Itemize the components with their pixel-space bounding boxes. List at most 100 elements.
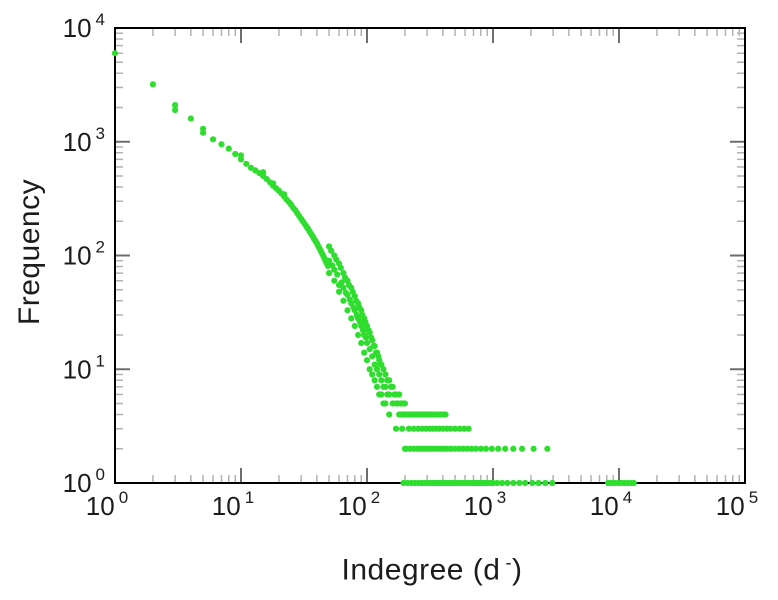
y-tick-label: 10 2 (63, 238, 105, 271)
data-point (451, 425, 459, 432)
data-point (542, 479, 549, 487)
data-point (340, 297, 347, 304)
x-tick-label: 10 1 (212, 488, 254, 521)
data-point (456, 425, 463, 432)
data-point (225, 145, 232, 152)
x-tick-label: 10 4 (590, 488, 632, 521)
data-point (544, 445, 551, 452)
data-point (351, 322, 358, 330)
data-point (378, 361, 385, 368)
data-point (530, 445, 537, 452)
data-point (172, 106, 179, 114)
data-point (328, 247, 335, 254)
data-point (340, 284, 347, 291)
data-point (477, 445, 484, 452)
data-point (401, 400, 409, 407)
data-point (382, 400, 389, 407)
data-point (498, 479, 506, 487)
data-point (399, 425, 406, 432)
x-axis-title-superscript: - (505, 552, 512, 573)
data-point (209, 136, 217, 143)
data-point (337, 264, 344, 271)
data-point (382, 383, 389, 390)
x-tick-label: 10 3 (464, 488, 506, 521)
data-point (325, 257, 333, 264)
data-point (376, 371, 383, 378)
y-tick-label: 10 4 (63, 10, 105, 43)
x-tick-label: 10 2 (338, 488, 380, 521)
y-axis-title: Frequency (13, 178, 46, 326)
data-point (232, 150, 239, 158)
data-point (510, 479, 517, 487)
data-point (468, 445, 475, 452)
data-point (369, 353, 376, 360)
data-point (396, 391, 403, 398)
data-point (187, 115, 194, 122)
data-point (482, 445, 490, 452)
data-point (389, 383, 396, 390)
data-point (361, 349, 368, 356)
data-point (495, 445, 502, 452)
data-point (535, 479, 542, 487)
data-point (447, 425, 454, 432)
data-point (373, 383, 381, 390)
data-point (344, 307, 351, 314)
data-point (334, 271, 341, 278)
data-point (348, 315, 355, 322)
data-point (472, 445, 479, 452)
data-point (358, 307, 365, 314)
x-axis-title-pre: Indegree (d (341, 553, 501, 587)
data-point (504, 479, 511, 487)
data-point (549, 479, 556, 487)
data-point (382, 371, 389, 378)
data-point (344, 291, 351, 299)
data-point (442, 411, 449, 418)
data-point (366, 329, 373, 336)
x-tick-label: 10 0 (86, 488, 128, 521)
data-point (172, 101, 179, 109)
data-point (355, 331, 362, 339)
data-point (351, 292, 358, 300)
y-tick-label: 10 3 (63, 124, 105, 157)
data-point (237, 156, 245, 163)
data-point (358, 339, 365, 347)
data-point (335, 288, 343, 295)
data-point (386, 391, 393, 398)
data-point (378, 391, 385, 398)
data-point (369, 337, 376, 344)
data-point (331, 266, 338, 273)
data-point (410, 425, 417, 432)
data-point (243, 160, 250, 167)
data-point (386, 377, 393, 384)
x-axis-title: Indegree (d -) (342, 553, 523, 588)
data-point (630, 479, 637, 487)
data-point (218, 141, 225, 148)
data-point (380, 366, 387, 373)
data-point (518, 445, 526, 452)
data-point (516, 479, 523, 487)
data-point (529, 479, 536, 487)
data-point (371, 361, 378, 368)
data-point (373, 366, 381, 373)
data-point (111, 50, 119, 57)
data-point (522, 479, 529, 487)
data-point (378, 377, 385, 384)
data-point (149, 81, 157, 88)
data-point (510, 445, 517, 452)
data-point (363, 339, 371, 347)
data-point (325, 270, 333, 277)
data-point (366, 366, 373, 373)
data-point (331, 277, 338, 284)
data-point (465, 425, 472, 432)
y-tick-label: 10 1 (63, 351, 105, 384)
data-point (494, 479, 501, 487)
data-point (502, 445, 509, 452)
data-point (371, 377, 378, 384)
data-point (199, 129, 207, 136)
data-point (359, 327, 367, 334)
data-point (362, 334, 369, 341)
x-tick-label: 10 5 (716, 488, 758, 521)
data-point (371, 342, 378, 350)
